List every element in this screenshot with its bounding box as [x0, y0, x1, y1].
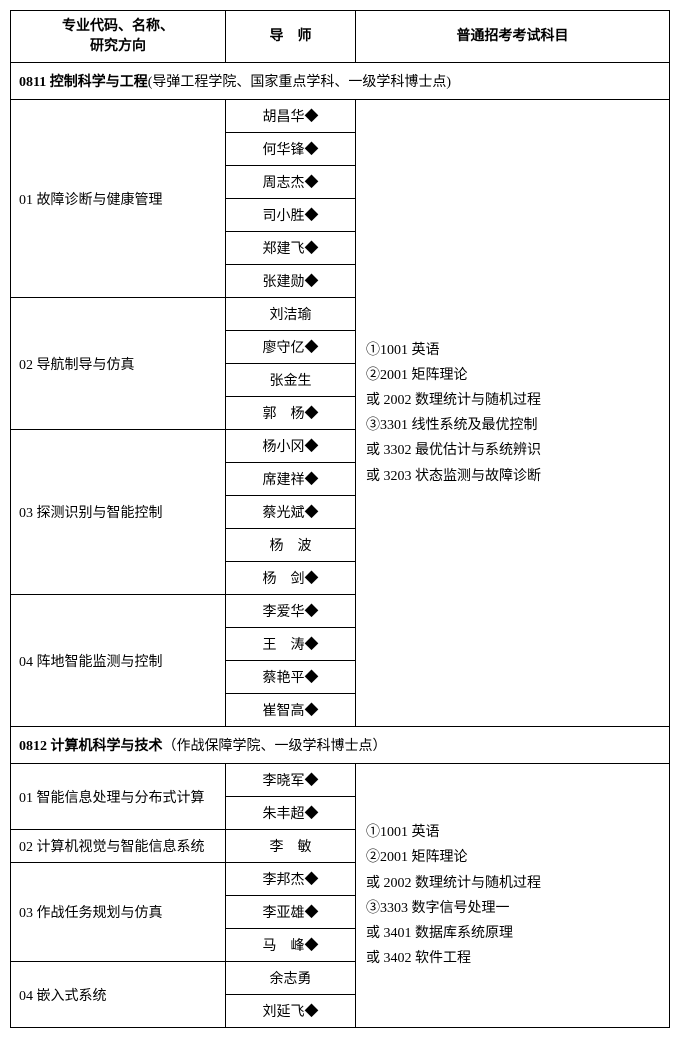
header-direction: 专业代码、名称、研究方向	[11, 11, 226, 63]
admissions-table: 专业代码、名称、研究方向 导 师 普通招考考试科目 0811 控制科学与工程(导…	[10, 10, 670, 1028]
table-row: 01 故障诊断与健康管理胡昌华◆①1001 英语②2001 矩阵理论或 2002…	[11, 100, 670, 133]
section-title-bold: 0812 计算机科学与技术	[19, 739, 163, 754]
subject-line: ①1001 英语	[366, 338, 659, 363]
advisor-cell: 李晓军◆	[226, 764, 356, 797]
advisor-cell: 刘洁瑜	[226, 298, 356, 331]
subject-line: 或 3203 状态监测与故障诊断	[366, 464, 659, 489]
advisor-cell: 张建勋◆	[226, 265, 356, 298]
advisor-cell: 周志杰◆	[226, 166, 356, 199]
advisor-cell: 郑建飞◆	[226, 232, 356, 265]
advisor-cell: 王 涛◆	[226, 628, 356, 661]
direction-cell: 04 阵地智能监测与控制	[11, 595, 226, 727]
advisor-cell: 杨小冈◆	[226, 430, 356, 463]
advisor-cell: 朱丰超◆	[226, 797, 356, 830]
advisor-cell: 胡昌华◆	[226, 100, 356, 133]
subject-line: ③3301 线性系统及最优控制	[366, 413, 659, 438]
header-subjects: 普通招考考试科目	[356, 11, 670, 63]
subjects-cell: ①1001 英语②2001 矩阵理论或 2002 数理统计与随机过程③3301 …	[356, 100, 670, 727]
section-header-row: 0811 控制科学与工程(导弹工程学院、国家重点学科、一级学科博士点)	[11, 63, 670, 100]
subject-line: ②2001 矩阵理论	[366, 845, 659, 870]
header-advisor: 导 师	[226, 11, 356, 63]
advisor-cell: 李爱华◆	[226, 595, 356, 628]
direction-cell: 01 智能信息处理与分布式计算	[11, 764, 226, 830]
advisor-cell: 郭 杨◆	[226, 397, 356, 430]
advisor-cell: 廖守亿◆	[226, 331, 356, 364]
direction-cell: 04 嵌入式系统	[11, 962, 226, 1028]
section-title-normal: (导弹工程学院、国家重点学科、一级学科博士点)	[148, 75, 451, 90]
subject-line: 或 2002 数理统计与随机过程	[366, 871, 659, 896]
section-title-normal: （作战保障学院、一级学科博士点）	[163, 739, 387, 754]
direction-cell: 03 探测识别与智能控制	[11, 430, 226, 595]
subject-line: 或 2002 数理统计与随机过程	[366, 388, 659, 413]
subject-line: 或 3302 最优估计与系统辨识	[366, 438, 659, 463]
advisor-cell: 李 敏	[226, 830, 356, 863]
advisor-cell: 李邦杰◆	[226, 863, 356, 896]
advisor-cell: 蔡光斌◆	[226, 496, 356, 529]
advisor-cell: 张金生	[226, 364, 356, 397]
advisor-cell: 蔡艳平◆	[226, 661, 356, 694]
section-header-cell: 0811 控制科学与工程(导弹工程学院、国家重点学科、一级学科博士点)	[11, 63, 670, 100]
direction-cell: 03 作战任务规划与仿真	[11, 863, 226, 962]
advisor-cell: 崔智高◆	[226, 694, 356, 727]
section-title-bold: 0811 控制科学与工程	[19, 75, 148, 90]
direction-cell: 01 故障诊断与健康管理	[11, 100, 226, 298]
subjects-cell: ①1001 英语②2001 矩阵理论或 2002 数理统计与随机过程③3303 …	[356, 764, 670, 1028]
subject-line: 或 3401 数据库系统原理	[366, 921, 659, 946]
table-row: 01 智能信息处理与分布式计算李晓军◆①1001 英语②2001 矩阵理论或 2…	[11, 764, 670, 797]
advisor-cell: 马 峰◆	[226, 929, 356, 962]
advisor-cell: 杨 波	[226, 529, 356, 562]
section-header-row: 0812 计算机科学与技术（作战保障学院、一级学科博士点）	[11, 727, 670, 764]
subject-line: ②2001 矩阵理论	[366, 363, 659, 388]
direction-cell: 02 计算机视觉与智能信息系统	[11, 830, 226, 863]
advisor-cell: 李亚雄◆	[226, 896, 356, 929]
section-header-cell: 0812 计算机科学与技术（作战保障学院、一级学科博士点）	[11, 727, 670, 764]
advisor-cell: 席建祥◆	[226, 463, 356, 496]
subject-line: ①1001 英语	[366, 820, 659, 845]
advisor-cell: 司小胜◆	[226, 199, 356, 232]
advisor-cell: 刘延飞◆	[226, 995, 356, 1028]
advisor-cell: 何华锋◆	[226, 133, 356, 166]
subject-line: 或 3402 软件工程	[366, 946, 659, 971]
advisor-cell: 余志勇	[226, 962, 356, 995]
advisor-cell: 杨 剑◆	[226, 562, 356, 595]
direction-cell: 02 导航制导与仿真	[11, 298, 226, 430]
subject-line: ③3303 数字信号处理一	[366, 896, 659, 921]
header-row: 专业代码、名称、研究方向 导 师 普通招考考试科目	[11, 11, 670, 63]
